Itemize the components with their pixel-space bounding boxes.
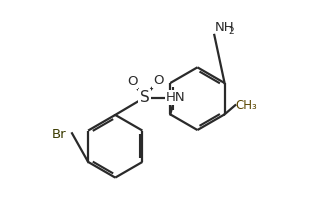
Text: O: O xyxy=(153,74,163,87)
Text: NH: NH xyxy=(214,21,234,34)
Text: HN: HN xyxy=(166,91,186,104)
Text: CH₃: CH₃ xyxy=(235,99,257,112)
Text: S: S xyxy=(139,90,149,105)
Text: 2: 2 xyxy=(228,27,234,36)
Text: Br: Br xyxy=(52,128,67,141)
Text: O: O xyxy=(127,75,137,88)
